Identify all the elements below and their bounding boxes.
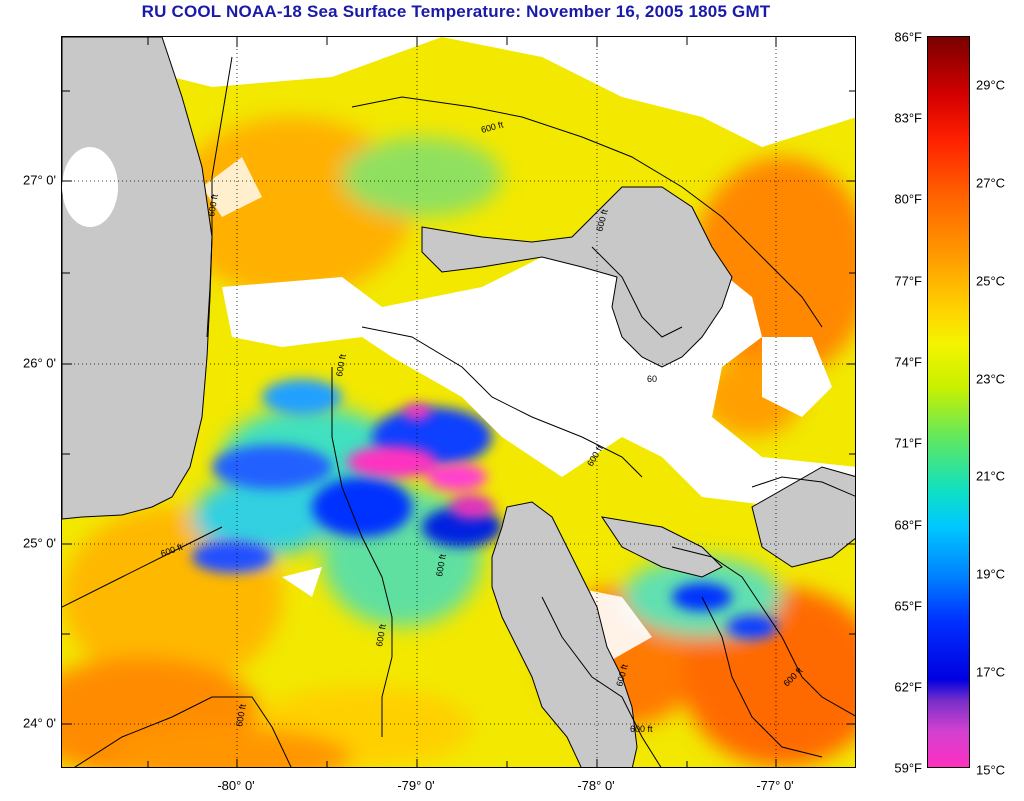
colorbar-label-c: 21°C	[976, 468, 1006, 484]
lon-label-80: -80° 0'	[217, 778, 255, 793]
lon-label-79: -79° 0'	[397, 778, 435, 793]
frame-ticks	[62, 37, 855, 767]
lat-label-25: 25° 0'	[23, 535, 56, 551]
colorbar-label-c: 15°C	[976, 762, 1006, 778]
lon-label-77: -77° 0'	[756, 778, 794, 793]
svg-text:600 ft: 600 ft	[334, 353, 348, 377]
sst-map-canvas: 600 ft 600 ft 600 ft 600 ft 600 ft 600 f…	[62, 37, 855, 767]
colorbar-label-f: 62°F	[894, 679, 922, 695]
sst-coldest-patches	[347, 404, 494, 519]
colorbar-label-c: 23°C	[976, 371, 1006, 387]
colorbar-label-f: 77°F	[894, 273, 922, 289]
colorbar-label-f: 74°F	[894, 354, 922, 370]
color-scale-bar	[927, 36, 970, 768]
colorbar-label-f: 59°F	[894, 760, 922, 776]
eleuthera	[751, 466, 855, 568]
cloud-over-florida	[62, 147, 118, 227]
sst-map[interactable]: 600 ft 600 ft 600 ft 600 ft 600 ft 600 f…	[61, 36, 856, 768]
grand-bahama-abaco	[421, 186, 733, 368]
svg-text:600 ft: 600 ft	[434, 553, 448, 577]
colorbar-label-f: 68°F	[894, 517, 922, 533]
graticule	[62, 37, 855, 767]
colorbar-label-f: 86°F	[894, 29, 922, 45]
colorbar-label-c: 19°C	[976, 566, 1006, 582]
map-title: RU COOL NOAA-18 Sea Surface Temperature:…	[141, 2, 771, 21]
colorbar-label-c: 27°C	[976, 175, 1006, 191]
svg-text:600 ft: 600 ft	[630, 724, 653, 734]
colorbar-label-c: 17°C	[976, 664, 1006, 680]
colorbar-label-f: 65°F	[894, 598, 922, 614]
colorbar-label-f: 71°F	[894, 435, 922, 451]
bathymetry-contours	[62, 56, 855, 767]
svg-text:600 ft: 600 ft	[206, 193, 220, 217]
svg-text:600 ft: 600 ft	[374, 623, 388, 647]
lat-label-27: 27° 0'	[23, 172, 56, 188]
colorbar-label-f: 83°F	[894, 110, 922, 126]
svg-text:600 ft: 600 ft	[234, 703, 248, 727]
lat-label-26: 26° 0'	[23, 355, 56, 371]
sst-cold-patches	[192, 379, 777, 639]
colorbar-label-c: 25°C	[976, 273, 1006, 289]
lon-label-78: -78° 0'	[577, 778, 615, 793]
colorbar-label-c: 29°C	[976, 77, 1006, 93]
andros-island	[491, 501, 638, 767]
colorbar-label-f: 80°F	[894, 191, 922, 207]
new-providence	[600, 516, 723, 578]
lat-label-24: 24° 0'	[23, 715, 56, 731]
svg-text:60: 60	[647, 374, 657, 384]
